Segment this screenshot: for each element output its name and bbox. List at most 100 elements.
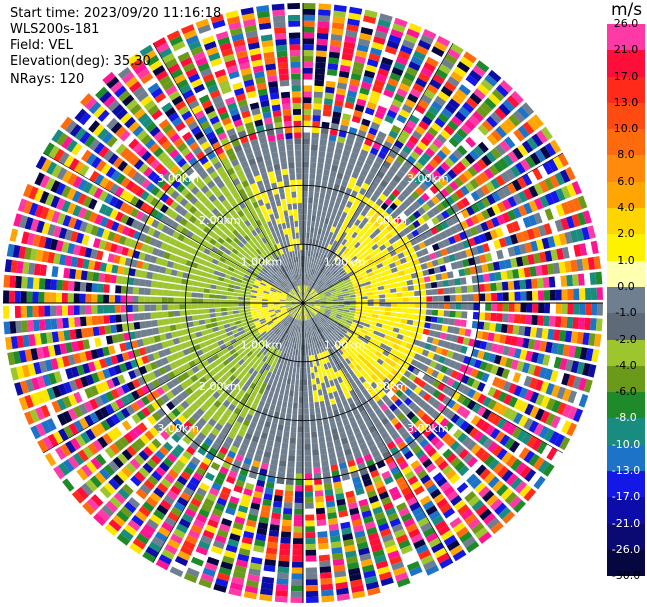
gate-cell <box>376 184 385 193</box>
gate-cell <box>431 316 438 323</box>
gate-cell <box>221 315 229 321</box>
gate-cell <box>303 155 310 162</box>
gate-cell <box>199 276 207 283</box>
gate-cell <box>317 252 322 259</box>
gate-cell <box>333 202 340 210</box>
gate-cell <box>354 226 362 234</box>
gate-cell <box>193 326 201 332</box>
gate-cell <box>15 320 23 334</box>
gate-cell <box>388 150 398 159</box>
gate-cell <box>442 279 450 287</box>
gate-cell <box>330 260 336 267</box>
gate-cell <box>315 507 326 515</box>
gate-cell <box>303 226 307 233</box>
gate-cell <box>309 355 313 362</box>
gate-cell <box>438 303 445 309</box>
gate-cell <box>375 156 384 165</box>
gate-cell <box>79 305 86 315</box>
gate-cell <box>279 543 291 550</box>
gate-cell <box>103 284 110 293</box>
gate-cell <box>361 296 368 300</box>
gate-cell <box>80 270 88 281</box>
gate-cell <box>197 298 204 303</box>
gate-cell <box>15 275 22 289</box>
gate-cell <box>386 273 394 280</box>
gate-cell <box>307 379 312 386</box>
gate-cell <box>303 20 315 27</box>
gate-cell <box>362 112 373 122</box>
gate-cell <box>318 150 326 158</box>
gate-cell <box>348 157 357 166</box>
gate-cell <box>395 287 403 293</box>
gate-cell <box>385 83 397 93</box>
gate-cell <box>310 226 315 234</box>
gate-cell <box>554 275 562 288</box>
gate-cell <box>313 263 318 270</box>
gate-cell <box>327 206 333 214</box>
gate-cell <box>450 71 464 83</box>
gate-cell <box>167 304 174 311</box>
gate-cell <box>408 22 423 34</box>
gate-cell <box>335 248 341 256</box>
gate-cell <box>250 308 257 312</box>
gate-cell <box>350 216 357 224</box>
gate-cell <box>506 269 514 280</box>
gate-cell <box>313 257 318 264</box>
gate-cell <box>317 204 323 211</box>
gate-cell <box>256 298 263 301</box>
gate-cell <box>303 238 306 245</box>
gate-cell <box>513 314 521 324</box>
gate-cell <box>305 561 317 568</box>
gate-cell <box>318 3 332 11</box>
gate-cell <box>282 513 292 521</box>
gate-cell <box>584 317 591 331</box>
gate-cell <box>372 84 383 94</box>
gate-cell <box>191 292 198 298</box>
gate-cell <box>326 237 332 244</box>
gate-cell <box>216 316 223 322</box>
gate-cell <box>85 316 93 326</box>
gate-cell <box>174 284 181 291</box>
gate-cell <box>398 82 411 93</box>
gate-cell <box>420 296 427 302</box>
gate-cell <box>381 56 394 66</box>
gate-cell <box>326 441 334 448</box>
gate-cell <box>548 315 556 327</box>
gate-cell <box>233 289 240 293</box>
gate-cell <box>305 496 314 503</box>
gate-cell <box>393 93 406 103</box>
gate-cell <box>320 127 329 135</box>
gate-cell <box>426 83 439 95</box>
gate-cell <box>50 279 58 291</box>
gate-cell <box>297 432 303 439</box>
gate-cell <box>304 332 307 339</box>
gate-cell <box>347 182 355 190</box>
gate-cell <box>365 284 372 289</box>
gate-cell <box>319 247 324 254</box>
gate-cell <box>284 425 291 432</box>
gate-cell <box>373 35 386 45</box>
gate-cell <box>525 314 533 325</box>
gate-cell <box>297 420 303 427</box>
gate-cell <box>507 313 515 323</box>
gate-cell <box>351 115 362 124</box>
gate-cell <box>104 325 112 335</box>
gate-cell <box>303 38 315 45</box>
gate-cell <box>389 283 396 289</box>
gate-cell <box>436 280 444 288</box>
gate-cell <box>38 278 46 290</box>
gate-cell <box>349 305 356 308</box>
gate-cell <box>320 577 333 585</box>
gate-cell <box>386 109 398 119</box>
gate-cell <box>316 210 322 217</box>
gate-cell <box>389 164 399 174</box>
gate-cell <box>214 294 222 299</box>
gate-cell <box>104 273 111 283</box>
gate-cell <box>296 367 300 374</box>
gate-cell <box>210 279 218 285</box>
gate-cell <box>321 589 334 597</box>
gate-cell <box>578 317 585 330</box>
gate-cell <box>330 213 336 221</box>
gate-cell <box>379 13 393 23</box>
gate-cell <box>323 104 333 111</box>
